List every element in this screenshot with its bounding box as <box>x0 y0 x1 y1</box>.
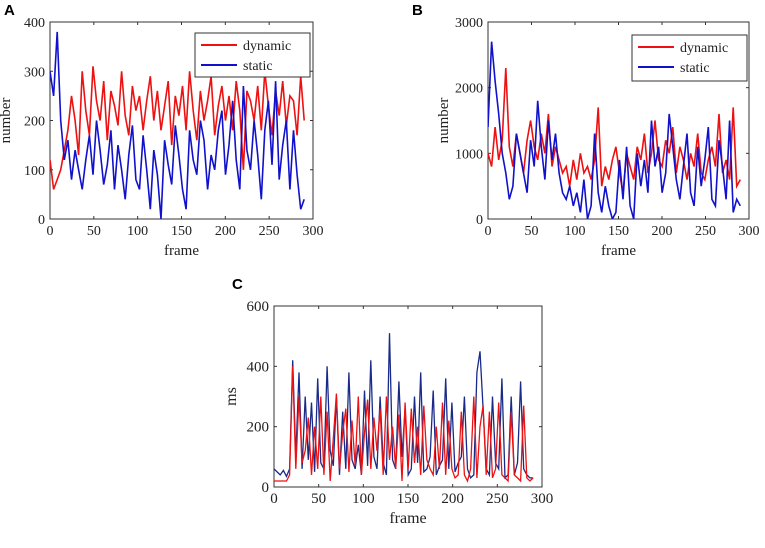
panel-label-c: C <box>232 276 243 293</box>
x-tick-label-b: 100 <box>565 224 586 239</box>
y-axis-label-c: ms <box>223 387 240 406</box>
x-tick-label-a: 150 <box>171 224 192 239</box>
y-tick-label-b: 2000 <box>455 82 483 97</box>
legend-label-static-a: static <box>243 59 273 74</box>
y-tick-label-a: 100 <box>24 164 45 179</box>
x-tick-label-c: 250 <box>486 491 509 507</box>
series-line-dynamic-a <box>50 66 305 190</box>
x-tick-label-c: 200 <box>441 491 464 507</box>
chart-c: 0 50 100 150 200 250 300 0 200 400 600 frame ms <box>223 299 553 527</box>
x-tick-label-a: 250 <box>259 224 280 239</box>
chart-a: 0 50 100 150 200 250 300 0 100 200 300 400 frame numb… <box>0 16 324 259</box>
x-tick-label-c: 300 <box>531 491 554 507</box>
x-tick-label-b: 50 <box>525 224 539 239</box>
legend-label-dynamic-a: dynamic <box>243 39 291 54</box>
chart-b: 0 50 100 150 200 250 3000100020003000framenumb… <box>436 16 760 259</box>
series-line-static-b <box>488 41 742 219</box>
legend-label-static-b: static <box>680 61 710 76</box>
x-tick-label-b: 150 <box>608 224 629 239</box>
x-tick-label-c: 0 <box>270 491 278 507</box>
y-axis-label-a: number <box>0 98 14 144</box>
x-tick-label-a: 200 <box>215 224 236 239</box>
x-tick-label-a: 300 <box>303 224 324 239</box>
y-tick-label-a: 200 <box>24 115 45 130</box>
x-tick-label-a: 100 <box>127 224 148 239</box>
y-tick-label-b: 0 <box>476 213 483 228</box>
y-tick-label-a: 0 <box>38 213 45 228</box>
x-tick-label-c: 100 <box>352 491 375 507</box>
y-tick-label-a: 300 <box>24 65 45 80</box>
y-tick-label-c: 0 <box>262 480 270 496</box>
x-tick-label-b: 0 <box>485 224 492 239</box>
y-tick-label-a: 400 <box>24 16 45 31</box>
panel-label-a: A <box>4 2 15 19</box>
series-line-static-a <box>50 31 305 219</box>
x-tick-label-b: 300 <box>739 224 760 239</box>
x-tick-label-c: 50 <box>311 491 326 507</box>
y-tick-label-b: 1000 <box>455 147 483 162</box>
y-tick-label-c: 200 <box>247 420 270 436</box>
series-line-dynamic-c <box>274 366 534 483</box>
x-tick-label-b: 250 <box>695 224 716 239</box>
legend-label-dynamic-b: dynamic <box>680 41 728 56</box>
x-tick-label-a: 50 <box>87 224 101 239</box>
y-tick-label-c: 400 <box>247 359 270 375</box>
x-tick-label-c: 150 <box>397 491 420 507</box>
series-line-dynamic-b <box>488 67 742 193</box>
y-axis-label-b: number <box>436 98 452 144</box>
y-tick-label-b: 3000 <box>455 16 483 31</box>
legend-box-a <box>194 32 311 78</box>
y-tick-label-c: 600 <box>247 299 270 315</box>
legend-box-b <box>631 34 748 82</box>
panel-label-b: B <box>412 2 423 19</box>
x-tick-label-b: 200 <box>652 224 673 239</box>
x-tick-label-a: 0 <box>47 224 54 239</box>
x-axis-label-a: frame <box>164 243 199 259</box>
x-axis-label-c: frame <box>389 510 426 527</box>
x-axis-label-b: frame <box>601 243 636 259</box>
